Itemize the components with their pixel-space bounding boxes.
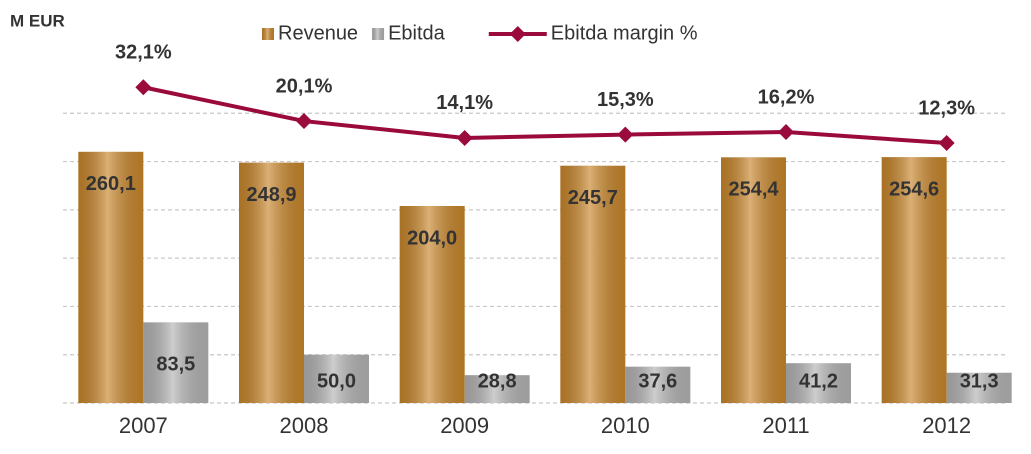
legend-label: Revenue	[278, 22, 358, 44]
line-marker	[938, 135, 955, 152]
value-label: 20,1%	[276, 75, 333, 97]
value-label: 31,3	[960, 370, 999, 392]
x-tick-label: 2011	[762, 413, 809, 438]
value-label: 245,7	[568, 187, 618, 209]
x-tick-label: 2010	[601, 413, 650, 438]
line-marker	[778, 124, 794, 141]
value-label: 204,0	[407, 227, 457, 249]
bar-shine	[78, 151, 144, 403]
legend-label: Ebitda	[388, 22, 446, 44]
value-label: 32,1%	[115, 42, 172, 64]
value-label: 260,1	[86, 173, 136, 195]
bar-shine	[143, 322, 209, 403]
bar-shine	[721, 157, 786, 403]
bar-shine	[304, 354, 369, 403]
bar-shine	[881, 157, 947, 403]
x-tick-label: 2009	[440, 413, 489, 438]
value-label: 14,1%	[436, 92, 493, 114]
value-label: 15,3%	[597, 89, 654, 111]
x-tick-label: 2012	[922, 413, 971, 438]
x-tick-label: 2008	[280, 413, 329, 438]
line-marker	[296, 113, 312, 130]
legend-label: Ebitda margin %	[551, 22, 698, 44]
line-marker	[456, 129, 473, 146]
bar-shine	[560, 165, 626, 403]
value-label: 28,8	[478, 370, 517, 392]
value-label: 254,4	[728, 179, 779, 201]
bar-shine	[946, 372, 1012, 403]
value-label: 83,5	[156, 354, 195, 376]
value-label: 248,9	[246, 184, 296, 206]
value-label: 37,6	[638, 370, 677, 392]
value-label: 41,2	[799, 370, 838, 392]
legend-swatch-shine	[262, 28, 274, 40]
bar-shine	[464, 375, 530, 403]
bar-shine	[239, 162, 304, 403]
legend-swatch-shine	[372, 28, 385, 40]
bar-shine	[625, 366, 691, 403]
value-label: 16,2%	[758, 86, 815, 108]
value-label: 12,3%	[918, 97, 975, 119]
bar-shine	[786, 363, 851, 403]
x-tick-label: 2007	[119, 413, 168, 438]
value-label: 50,0	[317, 370, 356, 392]
line-marker	[617, 126, 634, 143]
value-label: 254,6	[889, 178, 939, 200]
legend-marker	[509, 26, 526, 42]
chart-title: M EUR	[10, 11, 65, 30]
line-marker	[135, 79, 152, 96]
line	[142, 85, 947, 146]
bar-shine	[399, 205, 465, 403]
